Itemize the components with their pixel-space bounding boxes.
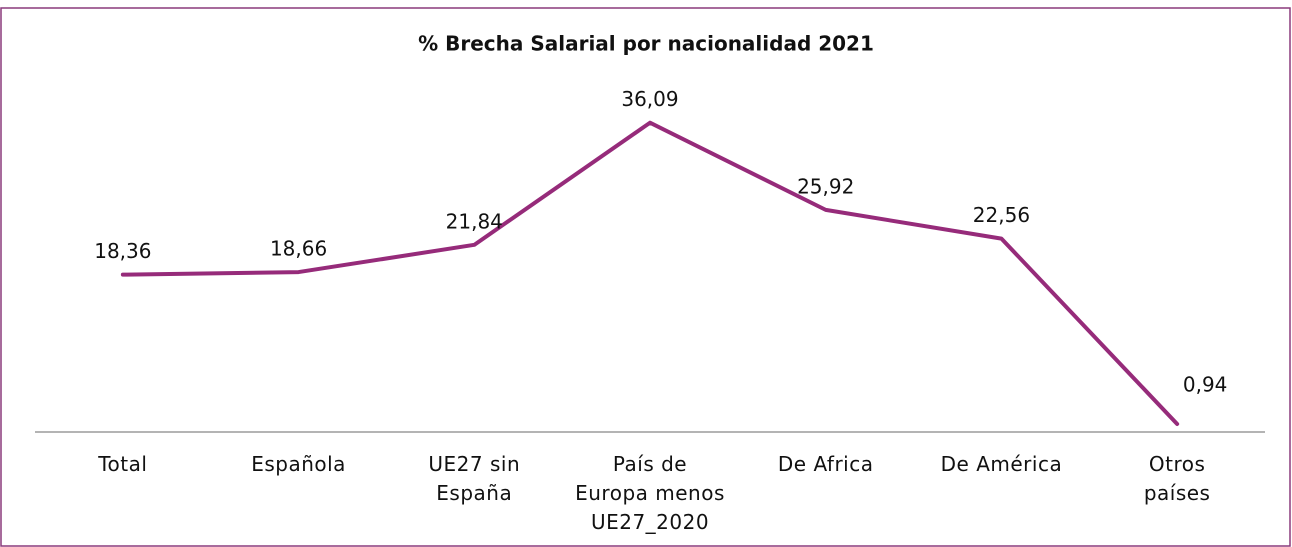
chart-title: % Brecha Salarial por nacionalidad 2021 <box>418 32 874 56</box>
x-tick-label: De Africa <box>777 452 874 476</box>
x-tick-label: Otros países <box>1143 452 1211 505</box>
x-tick-label: Española <box>251 452 346 476</box>
data-label: 18,66 <box>270 237 327 261</box>
chart-border <box>0 7 1291 547</box>
data-label: 36,09 <box>621 87 678 111</box>
data-label: 25,92 <box>797 174 854 198</box>
x-tick-label: De América <box>940 452 1063 476</box>
x-tick-label: UE27 sin España <box>428 452 521 505</box>
data-label: 18,36 <box>94 239 151 263</box>
data-label: 22,56 <box>973 203 1030 227</box>
line-series <box>120 120 1180 426</box>
data-label: 21,84 <box>446 209 503 233</box>
data-label: 0,94 <box>1183 372 1228 396</box>
x-tick-label: País de Europa menos UE27_2020 <box>575 452 725 534</box>
x-tick-label: Total <box>98 452 148 476</box>
